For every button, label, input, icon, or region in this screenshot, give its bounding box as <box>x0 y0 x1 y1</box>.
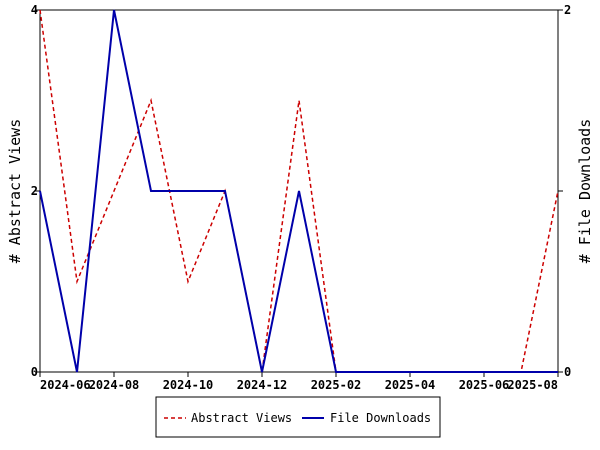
legend-label-file-downloads: File Downloads <box>330 411 431 425</box>
y-left-tick-label: 2 <box>31 184 38 198</box>
x-tick-label: 2025-04 <box>385 378 436 392</box>
x-tick-label: 2024-10 <box>163 378 214 392</box>
y-axis-left-title: # Abstract Views <box>6 119 24 264</box>
y-axis-right-title: # File Downloads <box>576 119 594 264</box>
x-tick-label: 2025-02 <box>311 378 362 392</box>
x-tick-label: 2025-06 <box>459 378 510 392</box>
y-right-tick-label: 2 <box>564 3 571 17</box>
x-tick-label: 2024-08 <box>89 378 140 392</box>
y-axis-right: 02 <box>558 3 571 379</box>
y-right-tick-label: 0 <box>564 365 571 379</box>
legend-box <box>155 396 441 438</box>
x-tick-label: 2024-12 <box>237 378 288 392</box>
legend-label-abstract-views: Abstract Views <box>191 411 292 425</box>
x-tick-label: 2024-06 <box>40 378 91 392</box>
series-line-file-downloads <box>39 9 558 373</box>
y-axis-left: 0 2 4 <box>31 3 40 379</box>
legend: Abstract Views File Downloads <box>155 396 441 438</box>
y-left-tick-label: 4 <box>31 3 38 17</box>
y-left-tick-label: 0 <box>31 365 38 379</box>
series-layer <box>39 9 559 373</box>
x-tick-label: 2025-08 <box>507 378 558 392</box>
